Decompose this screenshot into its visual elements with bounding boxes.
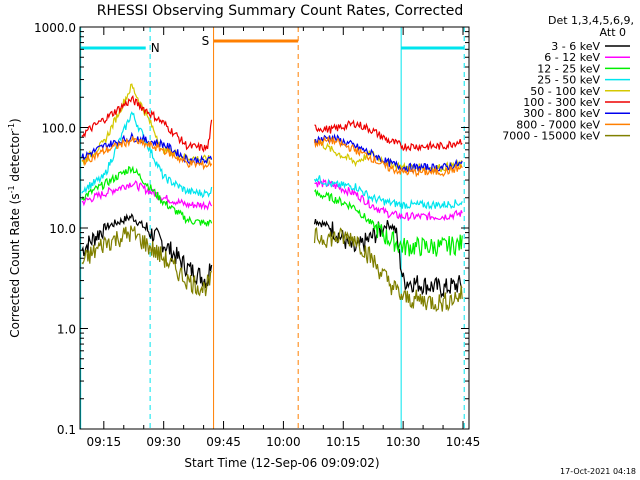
y-tick-label: 1.0 [57, 323, 76, 337]
x-tick-label: 10:45 [446, 435, 481, 449]
y-axis-label: Corrected Count Rate (s-1 detector-1) [7, 118, 22, 337]
x-tick-label: 10:15 [326, 435, 361, 449]
x-tick-label: 09:45 [206, 435, 241, 449]
legend-header-line-1: Det 1,3,4,5,6,9, [548, 14, 634, 27]
chart-title: RHESSI Observing Summary Count Rates, Co… [97, 3, 463, 19]
legend-entry-label: 12 - 25 keV [537, 62, 600, 75]
y-axis: 0.1 1.0 10.0 100.0 1000.0 [34, 21, 469, 437]
x-tick-label: 10:30 [386, 435, 421, 449]
x-tick-label: 09:15 [87, 435, 122, 449]
legend-entry-label: 50 - 100 keV [530, 85, 600, 98]
saa-marker-label: S [202, 34, 210, 48]
night-marker-label: N [151, 41, 160, 55]
series-line [314, 119, 463, 153]
legend-entry-label: 6 - 12 keV [544, 51, 600, 64]
series-line [81, 136, 213, 171]
plot-frame [79, 26, 470, 430]
series-line [313, 226, 463, 313]
series-line [81, 213, 213, 289]
series-line [313, 218, 463, 299]
series-line [81, 225, 213, 297]
legend-header-line-2: Att 0 [600, 26, 626, 39]
series-line [313, 175, 463, 211]
legend-entry-label: 3 - 6 keV [551, 40, 600, 53]
series-line [314, 178, 463, 222]
y-tick-label: 100.0 [42, 122, 76, 136]
legend-entry-label: 100 - 300 keV [523, 96, 600, 109]
timestamp: 17-Oct-2021 04:18 [560, 467, 636, 476]
series-line [313, 135, 463, 178]
y-tick-label: 10.0 [49, 222, 76, 236]
series-layer [81, 83, 463, 313]
series-line [314, 188, 463, 257]
x-tick-label: 10:00 [266, 435, 301, 449]
legend-entry-label: 800 - 7000 keV [516, 118, 600, 131]
x-axis: 09:15 09:30 09:45 10:00 10:15 10:30 10:45 [87, 27, 481, 449]
series-line [81, 180, 213, 211]
legend-entry-label: 25 - 50 keV [537, 74, 600, 87]
series-line [81, 165, 213, 227]
x-axis-label: Start Time (12-Sep-06 09:09:02) [184, 456, 379, 470]
y-tick-label: 1000.0 [34, 21, 76, 35]
series-line [81, 131, 213, 166]
x-tick-label: 09:30 [146, 435, 181, 449]
legend-entry-label: 7000 - 15000 keV [502, 130, 600, 143]
legend-entry-label: 300 - 800 keV [523, 107, 600, 120]
series-line [81, 95, 213, 153]
y-tick-label: 0.1 [57, 423, 76, 437]
